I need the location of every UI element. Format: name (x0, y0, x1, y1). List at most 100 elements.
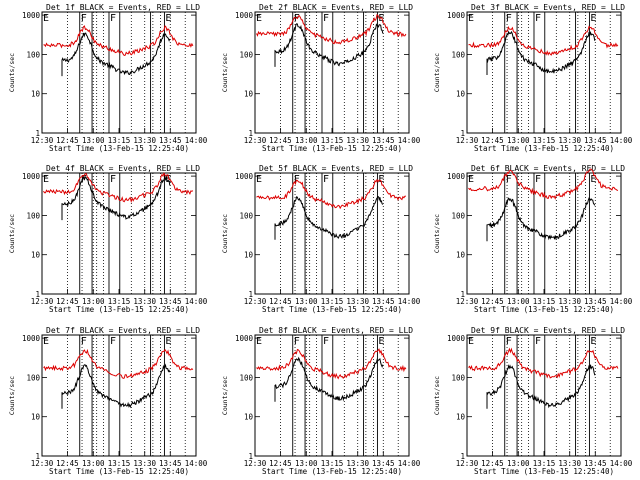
y-axis-label: Counts/sec (433, 53, 441, 92)
x-tick-label: 14:00 (610, 459, 633, 468)
panel-title: Det 1f BLACK = Events, RED = LLD (46, 3, 200, 12)
plot-frame (41, 11, 197, 134)
y-tick-label: 1 (248, 452, 253, 461)
y-tick-label: 100 (451, 373, 465, 382)
y-axis-label: Counts/sec (8, 214, 16, 253)
series-events-line (486, 30, 596, 75)
x-tick-label: 12:30 (31, 136, 54, 145)
x-axis-label: Start Time (13-Feb-15 12:25:40) (262, 144, 402, 153)
x-axis-label: Start Time (13-Feb-15 12:25:40) (262, 467, 402, 476)
y-tick-label: 100 (26, 373, 40, 382)
y-tick-label: 10 (456, 413, 466, 422)
x-tick-label: 13:30 (346, 459, 369, 468)
y-tick-label: 1000 (22, 11, 41, 20)
interval-box (533, 11, 546, 134)
interval-marker: E (165, 336, 171, 347)
panel-title: Det 2f BLACK = Events, RED = LLD (259, 3, 413, 12)
interval-box (363, 172, 378, 295)
x-tick-label: 13:30 (558, 297, 581, 306)
interval-box (504, 11, 518, 134)
x-axis-label: Start Time (13-Feb-15 12:25:40) (474, 467, 614, 476)
y-tick-label: 100 (26, 50, 40, 59)
y-tick-label: 10 (31, 251, 41, 260)
interval-marker: F (110, 336, 116, 347)
interval-marker: E (43, 174, 49, 185)
x-axis-label: Start Time (13-Feb-15 12:25:40) (49, 144, 189, 153)
interval-box (504, 334, 518, 457)
series-lld-line (468, 25, 619, 56)
x-tick-label: 12:45 (481, 459, 504, 468)
interval-box (79, 334, 93, 457)
interval-box (575, 11, 590, 134)
x-tick-label: 13:30 (558, 459, 581, 468)
interval-box (321, 172, 334, 295)
y-tick-label: 10 (31, 90, 41, 99)
interval-marker: F (506, 13, 512, 24)
y-tick-label: 1000 (235, 334, 254, 343)
interval-marker: F (294, 336, 300, 347)
y-tick-label: 10 (244, 413, 254, 422)
plot-frame (254, 334, 410, 457)
x-tick-label: 13:15 (321, 459, 344, 468)
interval-marker: F (323, 336, 329, 347)
x-tick-label: 12:30 (456, 459, 479, 468)
x-tick-label: 13:30 (346, 297, 369, 306)
y-tick-label: 1 (460, 129, 465, 138)
interval-marker: F (535, 13, 541, 24)
x-axis-label: Start Time (13-Feb-15 12:25:40) (49, 305, 189, 314)
y-tick-label: 1000 (447, 172, 466, 181)
interval-marker: F (81, 13, 87, 24)
panel-title: Det 7f BLACK = Events, RED = LLD (46, 326, 200, 335)
series-lld-line (43, 172, 194, 204)
interval-marker: F (110, 13, 116, 24)
x-axis-label: Start Time (13-Feb-15 12:25:40) (474, 144, 614, 153)
x-tick-label: 12:45 (269, 297, 292, 306)
y-tick-label: 100 (451, 50, 465, 59)
interval-box (108, 172, 121, 295)
y-tick-label: 100 (239, 211, 253, 220)
interval-box (363, 334, 378, 457)
panel-title: Det 5f BLACK = Events, RED = LLD (259, 164, 413, 173)
series-lld-line (256, 348, 407, 380)
y-tick-label: 10 (456, 251, 466, 260)
x-tick-label: 13:30 (133, 136, 156, 145)
series-lld-line (43, 25, 194, 56)
series-events-line (274, 23, 384, 67)
interval-marker: E (378, 336, 384, 347)
series-lld-line (256, 13, 407, 45)
series-lld-line (468, 168, 619, 200)
series-events-line (61, 175, 171, 221)
x-tick-label: 13:00 (295, 297, 318, 306)
plot-frame (466, 172, 622, 295)
x-tick-label: 13:00 (295, 136, 318, 145)
x-tick-label: 13:15 (321, 297, 344, 306)
interval-marker: F (294, 174, 300, 185)
x-tick-label: 14:00 (185, 459, 208, 468)
y-tick-label: 1 (460, 290, 465, 299)
y-tick-label: 1 (35, 290, 40, 299)
x-tick-label: 14:00 (398, 297, 421, 306)
x-tick-label: 13:45 (372, 297, 395, 306)
series-events-line (61, 32, 171, 77)
y-tick-label: 100 (451, 211, 465, 220)
interval-box (108, 334, 121, 457)
y-tick-label: 1000 (22, 172, 41, 181)
interval-marker: E (165, 13, 171, 24)
x-tick-label: 12:30 (244, 459, 267, 468)
y-tick-label: 10 (244, 251, 254, 260)
interval-marker: E (256, 174, 262, 185)
x-tick-label: 13:15 (108, 136, 131, 145)
y-tick-label: 1000 (447, 11, 466, 20)
interval-marker: F (535, 336, 541, 347)
y-axis-label: Counts/sec (221, 214, 229, 253)
interval-box (108, 11, 121, 134)
x-tick-label: 13:00 (82, 297, 105, 306)
x-tick-label: 13:15 (108, 297, 131, 306)
y-tick-label: 1000 (235, 11, 254, 20)
x-tick-label: 14:00 (398, 459, 421, 468)
interval-marker: E (43, 336, 49, 347)
